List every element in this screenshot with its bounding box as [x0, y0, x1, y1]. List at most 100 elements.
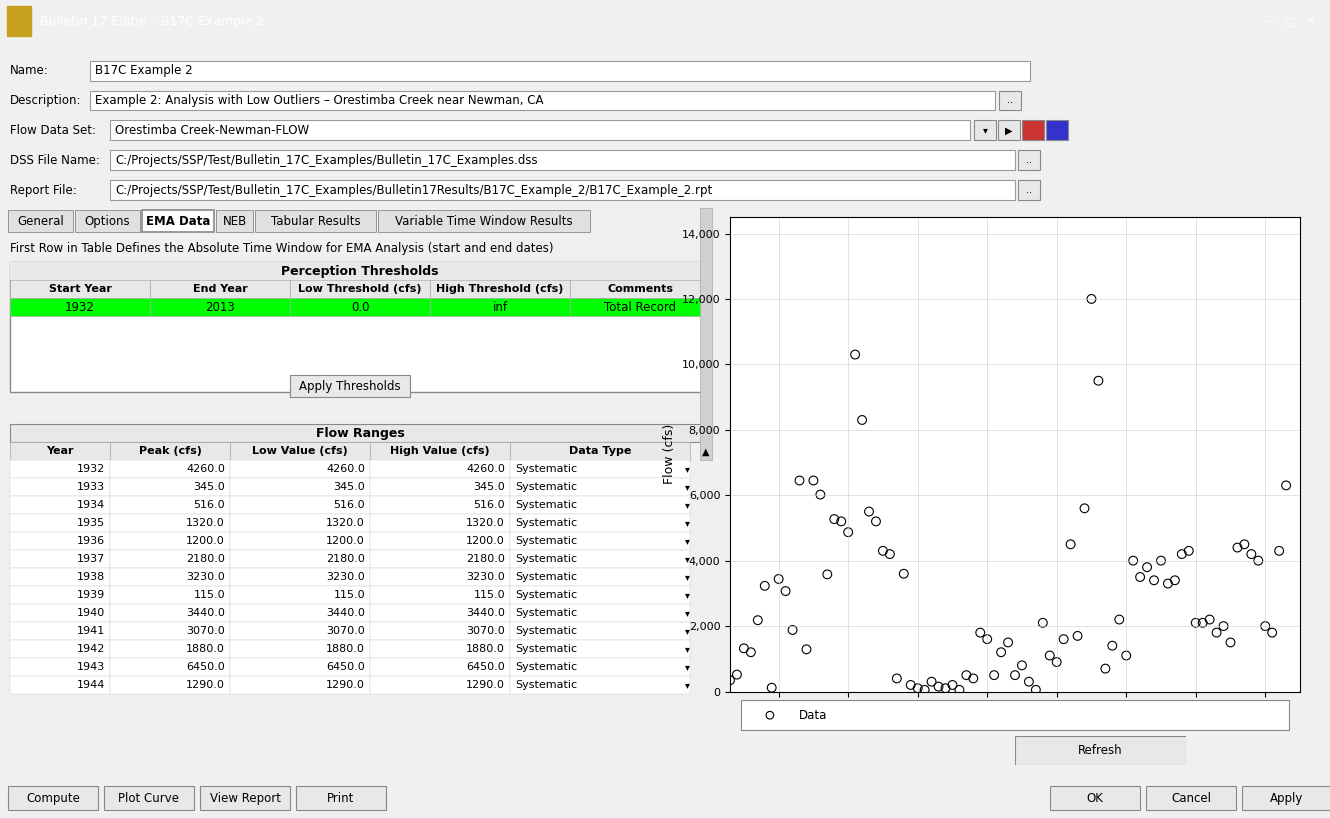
FancyBboxPatch shape	[370, 479, 509, 497]
Point	[838, 526, 859, 539]
Text: ▾: ▾	[685, 680, 689, 690]
Point	[1047, 655, 1068, 668]
Text: Systematic: Systematic	[515, 536, 577, 546]
FancyBboxPatch shape	[741, 700, 1289, 730]
Text: Apply: Apply	[1270, 792, 1303, 805]
Point	[789, 474, 810, 487]
Point	[976, 632, 998, 645]
Text: Systematic: Systematic	[515, 501, 577, 510]
Text: 1880.0: 1880.0	[186, 644, 225, 654]
Point	[948, 683, 970, 696]
Text: ▾: ▾	[685, 554, 689, 564]
Text: Apply Thresholds: Apply Thresholds	[299, 380, 400, 393]
Text: 516.0: 516.0	[193, 501, 225, 510]
FancyBboxPatch shape	[11, 551, 110, 569]
Point	[1067, 629, 1088, 642]
Point	[1275, 479, 1297, 492]
FancyBboxPatch shape	[290, 375, 410, 398]
FancyBboxPatch shape	[370, 551, 509, 569]
Text: Example 2: Analysis with Low Outliers – Orestimba Creek near Newman, CA: Example 2: Analysis with Low Outliers – …	[94, 94, 544, 107]
Text: ✕: ✕	[1305, 16, 1315, 26]
Text: ▾: ▾	[685, 572, 689, 582]
Point	[1144, 573, 1165, 587]
FancyBboxPatch shape	[1146, 786, 1236, 810]
Text: C:/Projects/SSP/Test/Bulletin_17C_Examples/Bulletin17Results/B17C_Example_2/B17C: C:/Projects/SSP/Test/Bulletin_17C_Exampl…	[114, 184, 713, 197]
Text: 1880.0: 1880.0	[465, 644, 505, 654]
Text: ▾: ▾	[685, 519, 689, 528]
Text: ▲: ▲	[702, 447, 710, 457]
FancyBboxPatch shape	[8, 210, 73, 232]
FancyBboxPatch shape	[110, 479, 230, 497]
FancyBboxPatch shape	[230, 622, 370, 640]
FancyBboxPatch shape	[11, 622, 110, 640]
Text: 1935: 1935	[77, 519, 105, 528]
Point	[1172, 547, 1193, 560]
Text: Systematic: Systematic	[515, 644, 577, 654]
Text: 3070.0: 3070.0	[186, 626, 225, 636]
Point	[1226, 541, 1248, 554]
Point	[1262, 626, 1283, 639]
Point	[767, 573, 789, 586]
FancyBboxPatch shape	[378, 210, 591, 232]
Point	[998, 636, 1019, 649]
Point	[1150, 554, 1172, 567]
Point	[1053, 632, 1075, 645]
Text: EMA Data: EMA Data	[146, 215, 210, 228]
Point	[726, 668, 747, 681]
Text: 1942: 1942	[77, 644, 105, 654]
Text: 1290.0: 1290.0	[186, 680, 225, 690]
Text: 1936: 1936	[77, 536, 105, 546]
Text: ..: ..	[1025, 155, 1032, 165]
FancyBboxPatch shape	[999, 91, 1021, 110]
Text: View Report: View Report	[210, 792, 281, 805]
FancyBboxPatch shape	[8, 786, 98, 810]
Text: 1932: 1932	[65, 301, 94, 314]
Text: ▾: ▾	[685, 590, 689, 600]
Text: Name:: Name:	[11, 64, 49, 77]
Text: Total Record: Total Record	[604, 301, 676, 314]
FancyBboxPatch shape	[230, 676, 370, 694]
Text: Systematic: Systematic	[515, 554, 577, 564]
Point	[956, 668, 978, 681]
Text: Comments: Comments	[606, 285, 673, 294]
Point	[754, 579, 775, 592]
Point	[858, 505, 879, 518]
Text: ▾: ▾	[685, 465, 689, 474]
Text: Cancel: Cancel	[1170, 792, 1212, 805]
Text: High Threshold (cfs): High Threshold (cfs)	[436, 285, 564, 294]
FancyBboxPatch shape	[110, 533, 230, 551]
Text: Systematic: Systematic	[515, 572, 577, 582]
FancyBboxPatch shape	[430, 281, 571, 299]
Point	[879, 547, 900, 560]
FancyBboxPatch shape	[1017, 151, 1040, 170]
FancyBboxPatch shape	[290, 281, 430, 299]
Text: 3440.0: 3440.0	[186, 608, 225, 618]
Point	[1073, 501, 1095, 515]
Text: 4260.0: 4260.0	[326, 465, 364, 474]
FancyBboxPatch shape	[230, 443, 370, 461]
FancyBboxPatch shape	[230, 479, 370, 497]
FancyBboxPatch shape	[110, 622, 230, 640]
Text: 1200.0: 1200.0	[467, 536, 505, 546]
Point	[1198, 613, 1220, 626]
FancyBboxPatch shape	[110, 443, 230, 461]
Text: 1933: 1933	[77, 483, 105, 492]
FancyBboxPatch shape	[370, 605, 509, 622]
Text: 1200.0: 1200.0	[186, 536, 225, 546]
Text: General: General	[17, 215, 64, 228]
Text: End Year: End Year	[193, 285, 247, 294]
Point	[1101, 639, 1123, 652]
Text: 2180.0: 2180.0	[186, 554, 225, 564]
Text: Perception Thresholds: Perception Thresholds	[281, 265, 439, 278]
Text: ─: ─	[1266, 16, 1274, 26]
Point	[830, 515, 851, 528]
FancyBboxPatch shape	[150, 299, 290, 317]
Text: 1938: 1938	[77, 572, 105, 582]
FancyBboxPatch shape	[11, 461, 110, 479]
Text: Peak (cfs): Peak (cfs)	[138, 447, 201, 456]
Text: Variable Time Window Results: Variable Time Window Results	[395, 215, 573, 228]
Text: 0.0: 0.0	[351, 301, 370, 314]
Text: ▾: ▾	[685, 644, 689, 654]
Text: 2180.0: 2180.0	[326, 554, 364, 564]
Point	[935, 681, 956, 694]
